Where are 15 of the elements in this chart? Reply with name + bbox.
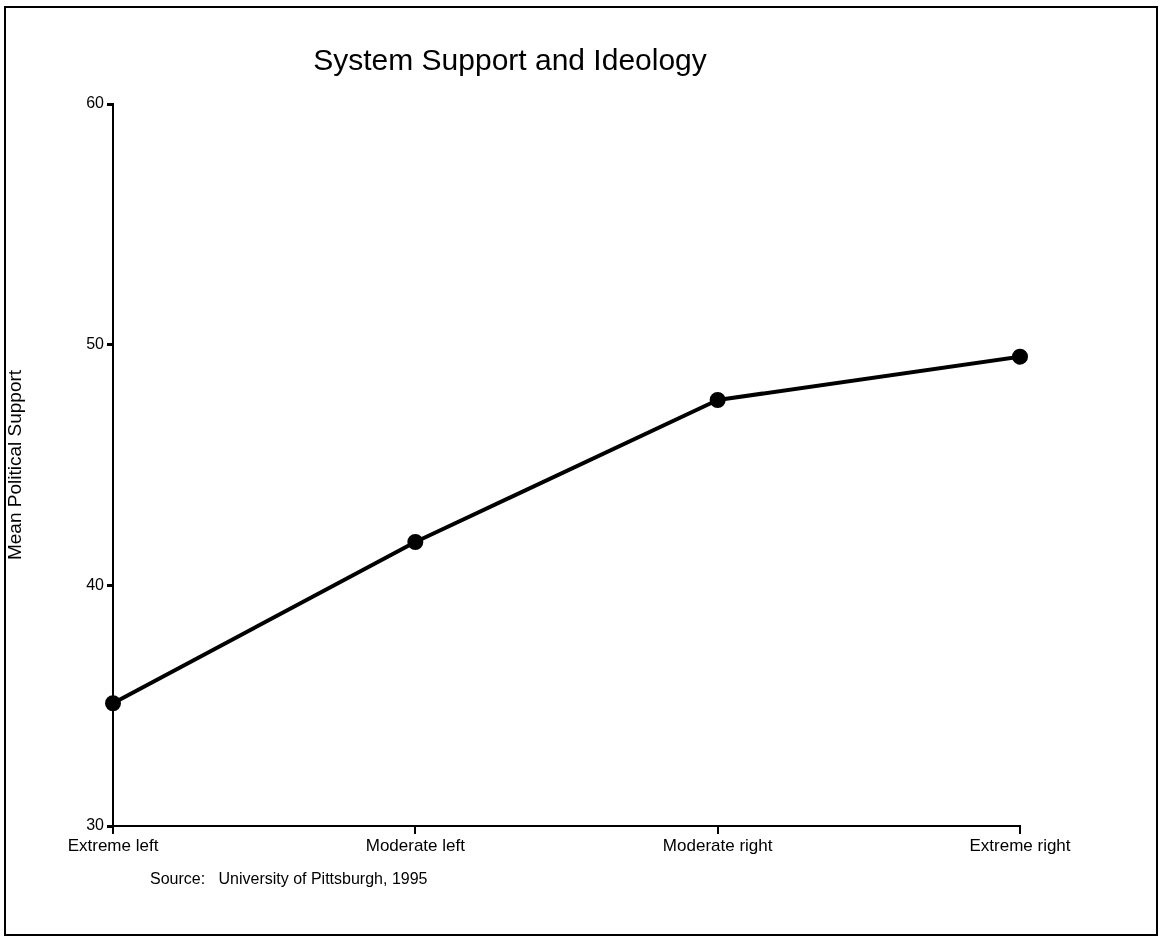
y-tick-label: 30 bbox=[86, 816, 105, 834]
y-tick-label: 50 bbox=[86, 335, 105, 353]
y-tick-label: 60 bbox=[86, 94, 105, 112]
x-tick-label: Extreme left bbox=[67, 835, 159, 855]
x-tick-label: Moderate left bbox=[365, 835, 466, 855]
x-tick-label: Moderate right bbox=[662, 835, 773, 855]
chart-title: System Support and Ideology bbox=[313, 43, 707, 77]
point bbox=[105, 695, 121, 712]
y-axis-title: Mean Political Support bbox=[3, 369, 25, 561]
point bbox=[1012, 348, 1028, 365]
point bbox=[407, 534, 424, 551]
source-note: Source: University of Pittsburgh, 1995 bbox=[150, 870, 428, 888]
x-tick-label: Extreme right bbox=[969, 835, 1071, 855]
y-tick-label: 40 bbox=[86, 575, 105, 593]
point bbox=[709, 392, 726, 409]
